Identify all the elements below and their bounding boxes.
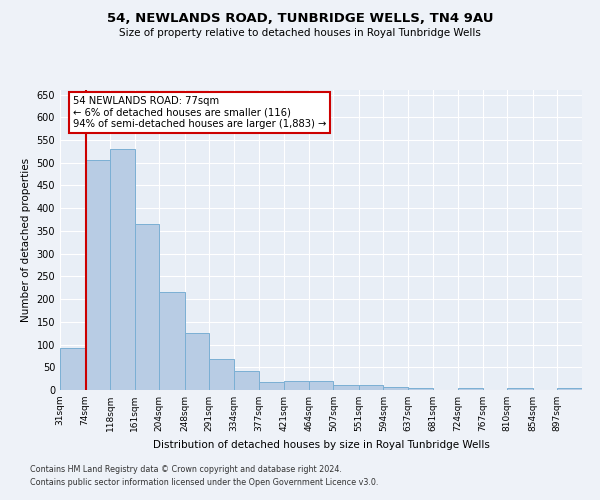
Bar [60, 348, 85, 390]
Bar [110, 149, 134, 390]
Bar [508, 388, 533, 390]
Bar [209, 359, 234, 390]
Y-axis label: Number of detached properties: Number of detached properties [21, 158, 31, 322]
Bar [359, 385, 383, 390]
Text: 54, NEWLANDS ROAD, TUNBRIDGE WELLS, TN4 9AU: 54, NEWLANDS ROAD, TUNBRIDGE WELLS, TN4 … [107, 12, 493, 26]
Bar [557, 388, 582, 390]
Bar [334, 385, 359, 390]
Bar [134, 224, 160, 390]
Bar [308, 382, 334, 390]
Bar [185, 333, 209, 390]
Text: Contains public sector information licensed under the Open Government Licence v3: Contains public sector information licen… [30, 478, 379, 487]
Text: Contains HM Land Registry data © Crown copyright and database right 2024.: Contains HM Land Registry data © Crown c… [30, 466, 342, 474]
Bar [160, 292, 185, 390]
Bar [284, 382, 308, 390]
Text: 54 NEWLANDS ROAD: 77sqm
← 6% of detached houses are smaller (116)
94% of semi-de: 54 NEWLANDS ROAD: 77sqm ← 6% of detached… [73, 96, 326, 129]
X-axis label: Distribution of detached houses by size in Royal Tunbridge Wells: Distribution of detached houses by size … [152, 440, 490, 450]
Text: Size of property relative to detached houses in Royal Tunbridge Wells: Size of property relative to detached ho… [119, 28, 481, 38]
Bar [408, 388, 433, 390]
Bar [259, 382, 284, 390]
Bar [458, 388, 482, 390]
Bar [383, 388, 408, 390]
Bar [234, 371, 259, 390]
Bar [85, 160, 110, 390]
